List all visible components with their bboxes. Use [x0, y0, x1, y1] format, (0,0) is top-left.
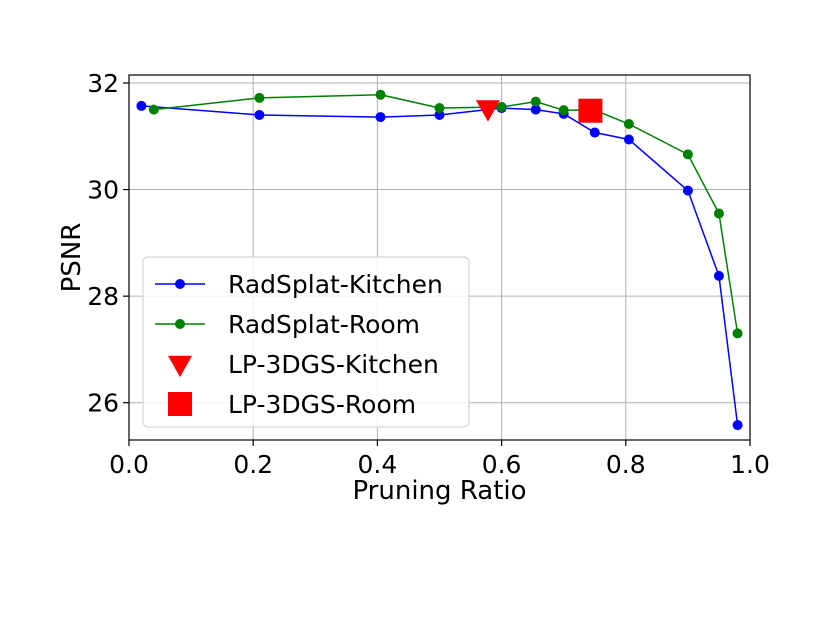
y-ticks: 26 28 30 32 [87, 69, 129, 418]
data-point [578, 98, 603, 123]
x-tick-label: 0.2 [233, 450, 273, 479]
legend-item: RadSplat-Room [155, 310, 420, 339]
data-point [732, 328, 743, 339]
x-tick-label: 1.0 [730, 450, 770, 479]
data-point [682, 149, 693, 160]
data-point [530, 104, 541, 115]
legend-item: LP-3DGS-Room [168, 390, 416, 419]
series-1 [148, 89, 743, 339]
plot-frame [128, 74, 751, 441]
x-tick-label: 0.0 [109, 450, 149, 479]
data-point [434, 103, 445, 114]
data-point [713, 270, 724, 281]
data-point [682, 185, 693, 196]
legend: RadSplat-Kitchen RadSplat-Room LP-3DGS-Kit… [142, 256, 470, 428]
legend-marker [175, 319, 185, 329]
data-point [148, 104, 159, 115]
legend-label: LP-3DGS-Kitchen [228, 350, 439, 379]
x-tick-label: 0.6 [482, 450, 522, 479]
y-axis-label: PSNR [57, 223, 87, 293]
series-line [153, 93, 739, 334]
legend-marker [168, 355, 192, 378]
data-point [375, 112, 386, 123]
data-point [434, 109, 445, 120]
legend-item: LP-3DGS-Kitchen [168, 350, 439, 379]
legend-label: LP-3DGS-Room [228, 390, 416, 419]
data-point [623, 134, 634, 145]
legend-marker [168, 392, 192, 416]
data-point [496, 101, 507, 112]
legend-label: RadSplat-Kitchen [228, 270, 443, 299]
legend-marker [175, 279, 185, 289]
y-tick-label: 30 [87, 176, 119, 205]
legend-box [142, 256, 470, 428]
y-tick-label: 28 [87, 282, 119, 311]
data-point [530, 96, 541, 107]
data-point [732, 420, 743, 431]
data-point [475, 100, 500, 122]
series-3 [578, 98, 603, 123]
x-tick-label: 0.8 [606, 450, 646, 479]
legend-label: RadSplat-Room [228, 310, 420, 339]
data-point [558, 105, 569, 116]
series-group [136, 89, 743, 431]
y-tick-label: 26 [87, 389, 119, 418]
data-point [589, 127, 600, 138]
series-2 [475, 100, 500, 122]
data-point [623, 119, 634, 130]
data-point [375, 89, 386, 100]
data-point [254, 92, 265, 103]
data-point [713, 208, 724, 219]
data-point [136, 100, 147, 111]
legend-item: RadSplat-Kitchen [155, 270, 443, 299]
x-axis-label: Pruning Ratio [352, 476, 526, 506]
data-point [254, 109, 265, 120]
x-ticks: 0.0 0.2 0.4 0.6 0.8 1.0 [109, 440, 770, 479]
series-line [141, 105, 739, 426]
y-tick-label: 32 [87, 69, 119, 98]
x-tick-label: 0.4 [358, 450, 398, 479]
